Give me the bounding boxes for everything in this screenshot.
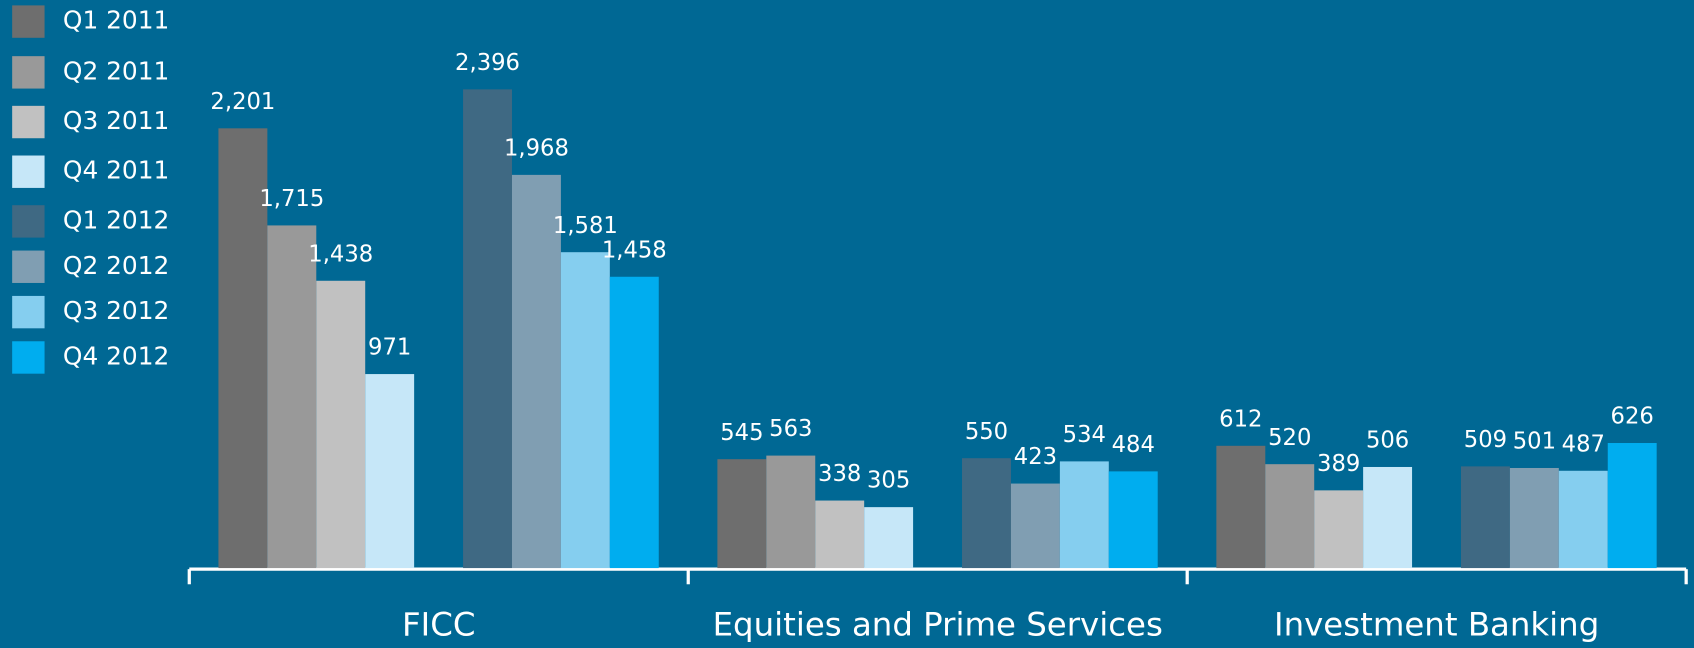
data-label: 550 <box>965 419 1008 445</box>
legend-label: Q1 2012 <box>63 205 169 234</box>
category-label: Equities and Prime Services <box>713 605 1163 643</box>
data-label: 2,396 <box>455 50 520 76</box>
bar <box>1010 483 1060 569</box>
legend-swatch <box>12 56 45 89</box>
data-label: 484 <box>1112 432 1155 458</box>
data-label: 2,201 <box>210 89 275 115</box>
data-label: 389 <box>1317 451 1360 477</box>
legend-label: Q2 2011 <box>63 56 169 85</box>
data-label: 423 <box>1014 444 1057 470</box>
legend-label: Q1 2011 <box>63 6 169 35</box>
data-label: 971 <box>368 335 411 361</box>
legend-swatch <box>12 105 45 139</box>
data-label: 1,458 <box>602 237 667 263</box>
legend-label: Q4 2011 <box>63 156 169 185</box>
legend-label: Q3 2012 <box>63 296 169 325</box>
data-label: 520 <box>1268 425 1311 451</box>
bar <box>1607 443 1657 569</box>
bar <box>463 89 512 569</box>
legend-swatch <box>12 341 45 374</box>
data-label: 612 <box>1219 406 1262 432</box>
data-label: 305 <box>867 468 910 494</box>
bar <box>267 225 317 569</box>
legend-label: Q2 2012 <box>63 251 169 280</box>
data-label: 1,715 <box>259 186 324 212</box>
bar <box>365 374 415 569</box>
bar <box>1059 461 1109 569</box>
bar <box>1265 464 1315 569</box>
category-label: Investment Banking <box>1274 605 1599 643</box>
legend-swatch <box>12 5 45 38</box>
legend-label: Q4 2012 <box>63 341 169 370</box>
bar <box>1363 466 1413 569</box>
data-label: 338 <box>818 461 861 487</box>
data-label: 545 <box>720 420 763 446</box>
bar <box>1108 471 1158 569</box>
data-label: 563 <box>769 416 812 442</box>
bar <box>609 276 659 569</box>
data-label: 626 <box>1611 404 1654 430</box>
bar <box>1216 445 1266 569</box>
data-label: 1,968 <box>504 135 569 161</box>
legend-swatch <box>12 295 45 329</box>
bar <box>1314 490 1364 569</box>
bar <box>511 174 561 569</box>
data-label: 487 <box>1562 431 1605 457</box>
bar <box>962 458 1011 569</box>
legend-swatch <box>12 155 45 188</box>
bar <box>864 507 914 569</box>
bar <box>1558 470 1608 569</box>
legend-swatch <box>12 250 45 283</box>
bar <box>815 500 865 569</box>
data-label: 1,438 <box>308 241 373 267</box>
data-label: 509 <box>1464 427 1507 453</box>
bar <box>560 252 610 569</box>
data-label: 1,581 <box>553 213 618 239</box>
bar <box>218 128 268 569</box>
category-label: FICC <box>402 605 475 643</box>
bar <box>717 459 767 569</box>
data-label: 501 <box>1513 429 1556 455</box>
legend-label: Q3 2011 <box>63 106 169 135</box>
bar <box>316 280 366 569</box>
legend-swatch <box>12 205 45 238</box>
data-label: 506 <box>1366 428 1409 454</box>
data-label: 534 <box>1063 422 1106 448</box>
bar <box>766 455 816 569</box>
bar <box>1460 466 1510 569</box>
bar <box>1509 467 1559 569</box>
